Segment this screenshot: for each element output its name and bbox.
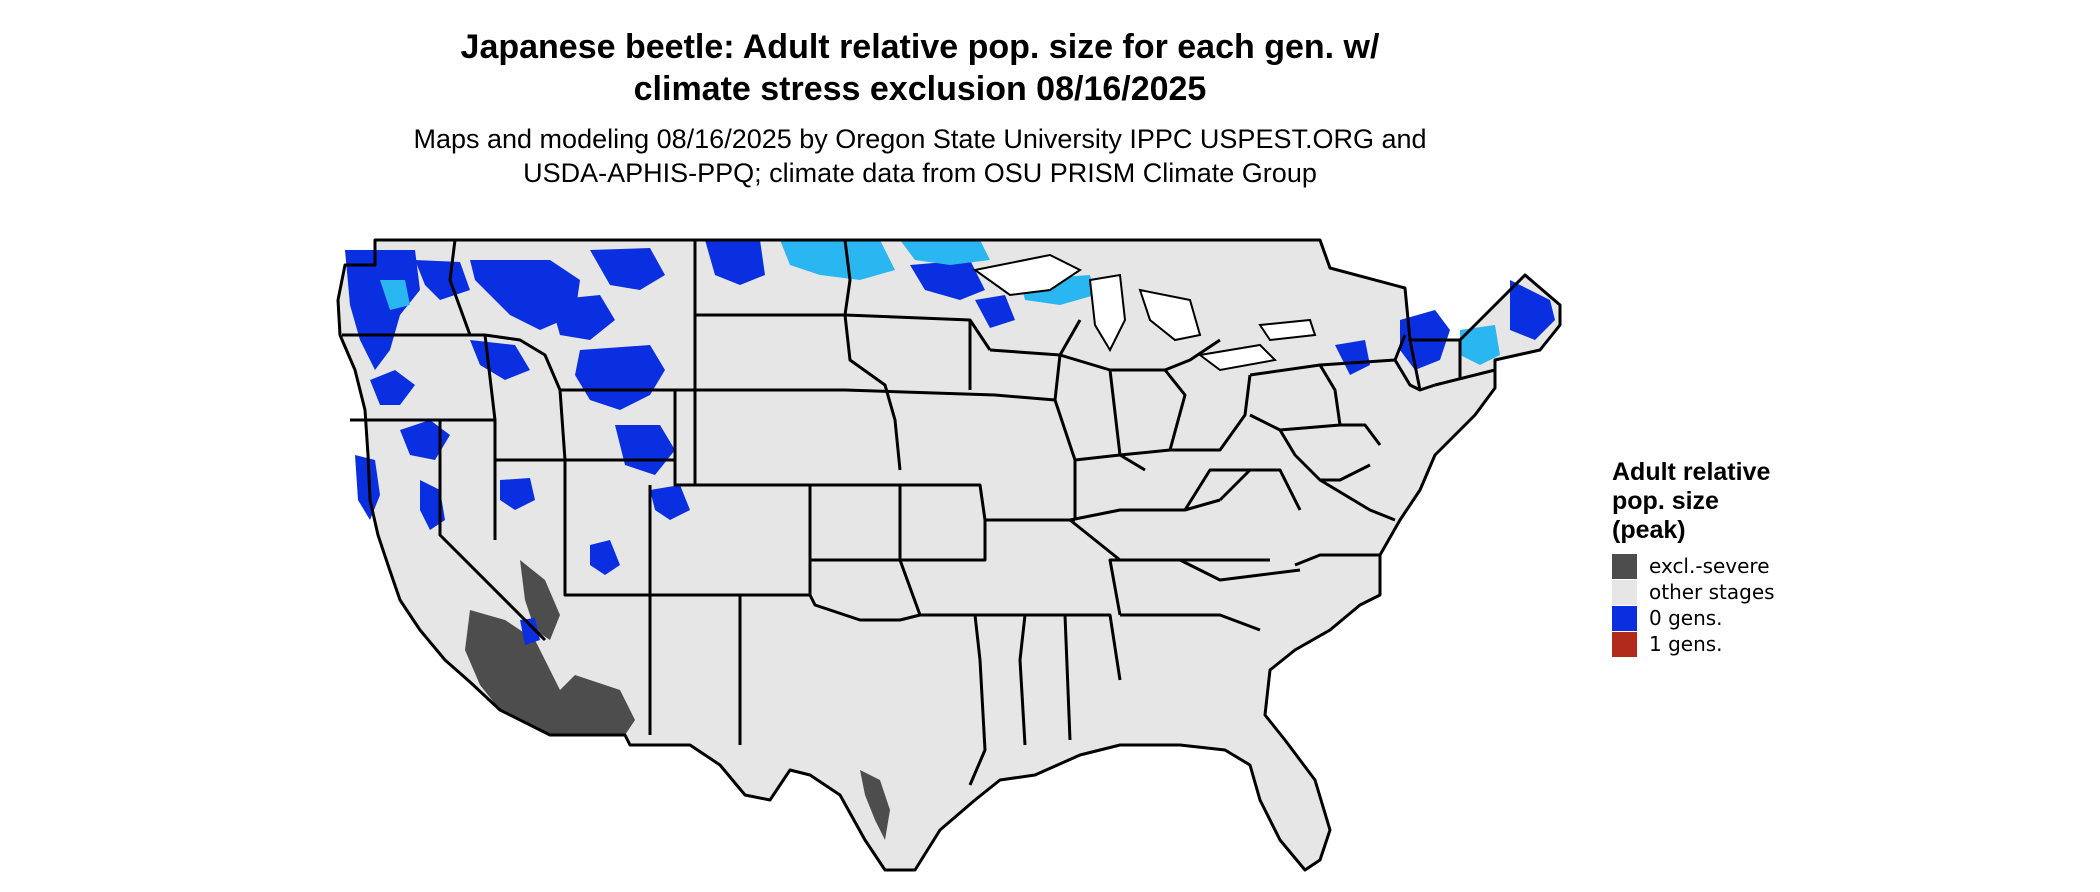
legend-swatch-excl-severe (1612, 553, 1637, 579)
legend-title-line-3: (peak) (1612, 516, 1686, 544)
us-map (336, 238, 1562, 872)
map-title: Japanese beetle: Adult relative pop. siz… (0, 26, 1840, 110)
zero-gen-areas (345, 240, 1555, 645)
title-line-2: climate stress exclusion 08/16/2025 (633, 70, 1207, 108)
subtitle-line-2: USDA-APHIS-PPQ; climate data from OSU PR… (523, 158, 1317, 188)
legend-label-0-gens: 0 gens. (1649, 606, 1723, 630)
legend: Adult relative pop. size (peak) excl.-se… (1612, 458, 1872, 657)
legend-swatch-1-gens (1612, 631, 1637, 657)
legend-label-other-stages: other stages (1649, 580, 1775, 604)
legend-item-other-stages: other stages (1612, 579, 1872, 605)
legend-item-excl-severe: excl.-severe (1612, 553, 1872, 579)
legend-label-excl-severe: excl.-severe (1649, 554, 1770, 578)
subtitle-line-1: Maps and modeling 08/16/2025 by Oregon S… (413, 124, 1427, 154)
zero-gen-areas-light (380, 240, 1500, 365)
legend-swatch-other-stages (1612, 579, 1637, 605)
excluded-areas (465, 560, 890, 840)
map-subtitle: Maps and modeling 08/16/2025 by Oregon S… (0, 122, 1840, 190)
legend-item-0-gens: 0 gens. (1612, 605, 1872, 631)
legend-title-line-1: Adult relative (1612, 458, 1771, 486)
great-lakes (972, 253, 1317, 372)
legend-title-line-2: pop. size (1612, 487, 1719, 515)
legend-item-1-gens: 1 gens. (1612, 631, 1872, 657)
state-boundaries (336, 238, 1562, 872)
legend-swatch-0-gens (1612, 605, 1637, 631)
legend-title: Adult relative pop. size (peak) (1612, 458, 1872, 545)
legend-label-1-gens: 1 gens. (1649, 632, 1723, 656)
title-line-1: Japanese beetle: Adult relative pop. siz… (460, 28, 1380, 66)
